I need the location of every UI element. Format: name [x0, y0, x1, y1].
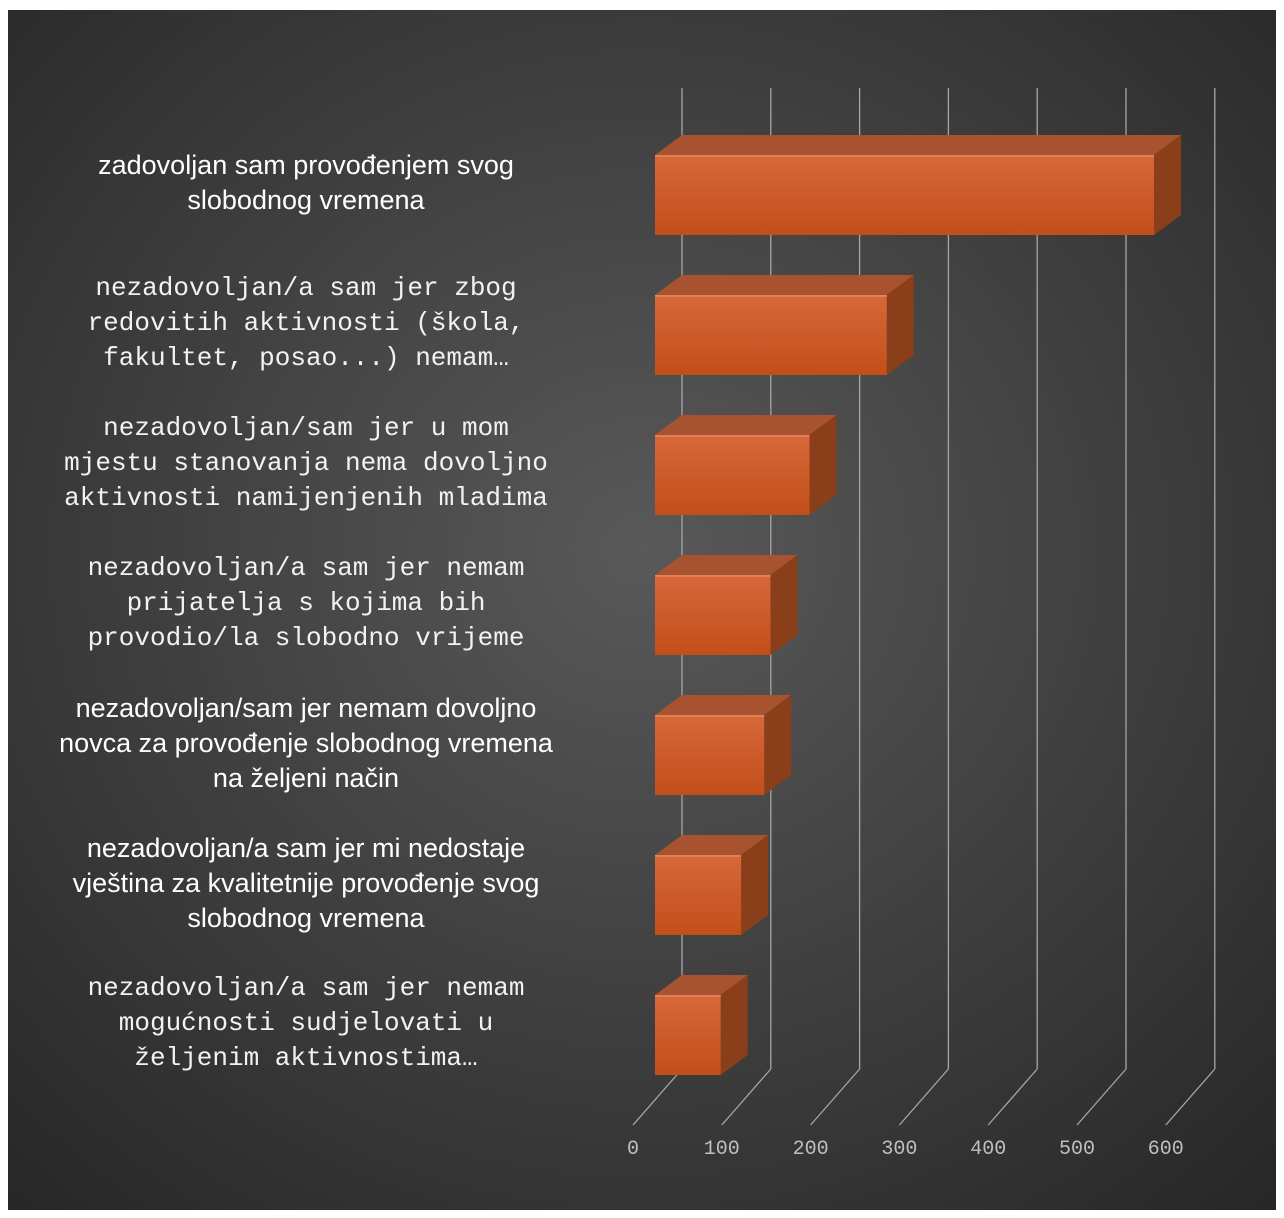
bar-top-face: [655, 975, 748, 995]
category-label-line: slobodnog vremena: [187, 185, 425, 215]
bar-side-face: [809, 415, 837, 515]
bar-top-face: [655, 555, 798, 575]
floor-gridline: [898, 1068, 949, 1126]
floor-gridline: [1076, 1068, 1127, 1126]
category-label-line: vještina za kvalitetnije provođenje svog: [72, 867, 540, 898]
bar-chart: 0 100 200 300 400 500 600: [8, 10, 1276, 1210]
bar-side-face: [886, 275, 914, 375]
bar: [655, 695, 792, 795]
x-tick-label: 100: [704, 1138, 740, 1161]
bar-front-face: [655, 995, 721, 1075]
bar-side-face: [720, 975, 748, 1075]
category-label-line: aktivnosti namijenjenih mladima: [64, 482, 548, 513]
bar-side-face: [1154, 135, 1182, 235]
category-label: nezadovoljan/a sam jer zbog redovitih akt…: [8, 271, 606, 376]
x-axis-ticks: 0 100 200 300 400 500 600: [627, 1138, 1184, 1161]
bar-top-face: [655, 695, 792, 715]
bar-front-face: [655, 435, 810, 515]
category-label: zadovoljan sam provođenjem svog slobodnog…: [8, 148, 606, 218]
category-label-line: nezadovoljan/a sam jer zbog: [95, 272, 517, 303]
chart-area: 0 100 200 300 400 500 600 zadovoljan sam provo…: [8, 10, 1276, 1210]
category-label: nezadovoljan/sam jer nemam dovoljno novca…: [8, 691, 606, 796]
bar: [655, 135, 1182, 235]
x-tick-label: 400: [970, 1138, 1006, 1161]
bar: [655, 415, 837, 515]
category-label-line: redovitih aktivnosti (škola,: [87, 307, 525, 338]
bar-top-face: [655, 835, 769, 855]
category-label-line: prijatelja s kojima bih: [126, 587, 486, 618]
category-label-line: nezadovoljan/a sam jer nemam: [87, 972, 525, 1003]
category-label-line: provodio/la slobodno vrijeme: [87, 622, 525, 653]
bar-front-face: [655, 855, 742, 935]
floor-gridline: [987, 1068, 1038, 1126]
bars: [655, 135, 1182, 1075]
x-tick-label: 300: [881, 1138, 917, 1161]
bar: [655, 555, 798, 655]
category-label: nezadovoljan/a sam jer nemam prijatelja s…: [8, 551, 606, 656]
bar: [655, 835, 769, 935]
floor-gridline: [810, 1068, 861, 1126]
bar-side-face: [770, 555, 798, 655]
category-label: nezadovoljan/a sam jer nemam mogućnosti s…: [8, 971, 606, 1076]
category-label: nezadovoljan/sam jer u mom mjestu stanova…: [8, 411, 606, 516]
x-tick-label: 0: [627, 1138, 639, 1161]
category-label-line: nezadovoljan/a sam jer mi nedostaje: [86, 832, 526, 863]
category-label-line: mjestu stanovanja nema dovoljno: [64, 447, 548, 478]
category-label-line: na željeni način: [212, 762, 400, 793]
x-tick-label: 600: [1148, 1138, 1184, 1161]
floor-gridline: [721, 1068, 772, 1126]
bar-side-face: [764, 695, 792, 795]
category-label-line: slobodnog vremena: [187, 902, 425, 933]
bar: [655, 275, 914, 375]
bar-front-face: [655, 155, 1155, 235]
category-label-line: zadovoljan sam provođenjem svog: [98, 150, 514, 180]
category-label-line: nezadovoljan/a sam jer nemam: [87, 552, 525, 583]
bar-side-face: [741, 835, 769, 935]
floor-gridline: [1165, 1068, 1216, 1126]
bar-top-face: [655, 415, 837, 435]
bar: [655, 975, 748, 1075]
bar-top-face: [655, 275, 914, 295]
bar-front-face: [655, 295, 887, 375]
category-label: nezadovoljan/a sam jer mi nedostaje vješt…: [8, 831, 606, 936]
category-label-line: novca za provođenje slobodnog vremena: [59, 727, 553, 758]
category-label-line: fakultet, posao...) nemam…: [103, 342, 509, 373]
category-label-line: nezadovoljan/sam jer nemam dovoljno: [75, 692, 537, 723]
category-label-line: nezadovoljan/sam jer u mom: [103, 412, 509, 443]
floor-gridline: [632, 1068, 683, 1126]
x-tick-label: 500: [1059, 1138, 1095, 1161]
category-label-line: željenim aktivnostima…: [134, 1042, 478, 1073]
category-label-line: mogućnosti sudjelovati u: [118, 1007, 494, 1038]
bar-front-face: [655, 575, 771, 655]
x-tick-label: 200: [793, 1138, 829, 1161]
bar-front-face: [655, 715, 765, 795]
bar-top-face: [655, 135, 1182, 155]
